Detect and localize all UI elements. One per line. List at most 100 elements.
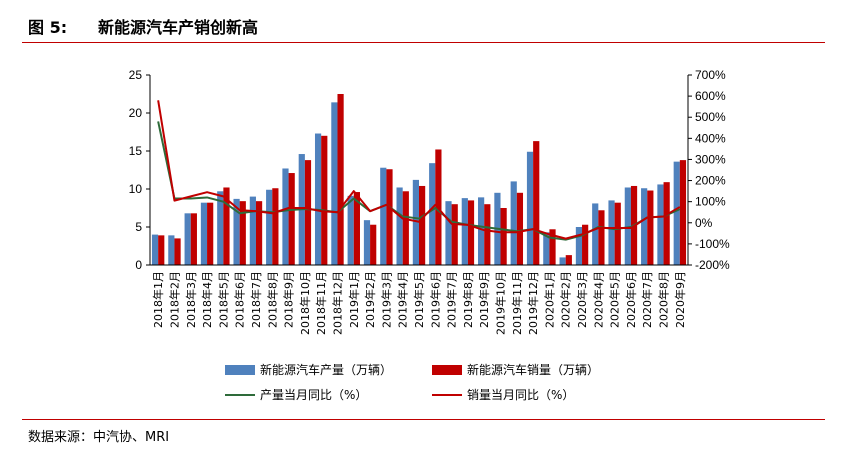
bar-sales bbox=[386, 169, 393, 265]
left-tick-label: 10 bbox=[129, 182, 143, 196]
bar-production bbox=[673, 161, 680, 265]
category-label: 2020年1月 bbox=[542, 271, 556, 328]
right-tick-label: 300% bbox=[695, 152, 726, 166]
bar-sales bbox=[451, 204, 458, 265]
legend-sales-swatch bbox=[432, 365, 462, 375]
bar-production bbox=[396, 187, 403, 265]
bar-production bbox=[151, 234, 159, 265]
bar-sales bbox=[223, 187, 230, 265]
bar-production bbox=[249, 196, 256, 265]
category-label: 2019年9月 bbox=[477, 271, 491, 328]
bar-production bbox=[526, 151, 534, 265]
category-label: 2020年2月 bbox=[559, 271, 573, 328]
category-label: 2019年1月 bbox=[347, 271, 361, 328]
bar-sales bbox=[647, 190, 654, 265]
bar-sales bbox=[158, 235, 165, 265]
left-tick-label: 25 bbox=[129, 68, 143, 82]
bar-sales bbox=[304, 160, 312, 265]
category-label: 2020年3月 bbox=[575, 271, 589, 328]
category-label: 2020年6月 bbox=[624, 271, 638, 328]
bar-sales bbox=[598, 210, 605, 265]
bar-production bbox=[608, 200, 615, 265]
right-tick-label: 200% bbox=[695, 174, 726, 188]
bar-sales bbox=[582, 224, 589, 265]
bar-production bbox=[543, 232, 550, 265]
bar-production bbox=[266, 189, 273, 265]
category-label: 2018年1月 bbox=[151, 271, 165, 328]
bar-production bbox=[363, 220, 371, 265]
bar-sales bbox=[337, 94, 344, 265]
bar-production bbox=[575, 227, 583, 265]
bar-production bbox=[331, 102, 338, 265]
bar-production bbox=[347, 195, 354, 265]
right-tick-label: 700% bbox=[695, 68, 726, 82]
bar-sales bbox=[679, 160, 687, 265]
category-label: 2019年6月 bbox=[428, 271, 442, 328]
category-label: 2019年3月 bbox=[379, 271, 393, 328]
category-label: 2019年8月 bbox=[461, 271, 475, 328]
category-label: 2020年5月 bbox=[608, 271, 622, 328]
right-tick-label: -200% bbox=[695, 258, 730, 272]
bar-production bbox=[380, 167, 387, 265]
bar-production bbox=[510, 181, 517, 265]
category-label: 2018年10月 bbox=[298, 271, 312, 335]
line-sales-yoy bbox=[157, 100, 681, 240]
bar-sales bbox=[353, 192, 360, 265]
right-tick-label: 500% bbox=[695, 110, 726, 124]
right-tick-label: 400% bbox=[695, 131, 726, 145]
bar-sales bbox=[255, 201, 263, 265]
bar-production bbox=[429, 163, 436, 265]
category-label: 2020年4月 bbox=[591, 271, 605, 328]
legend-production-label: 新能源汽车产量（万辆） bbox=[260, 362, 392, 377]
category-label: 2018年6月 bbox=[233, 271, 247, 328]
category-label: 2018年5月 bbox=[216, 271, 230, 328]
bar-production bbox=[168, 235, 175, 265]
right-tick-label: 100% bbox=[695, 195, 726, 209]
top-rule bbox=[22, 42, 825, 43]
bar-sales bbox=[239, 201, 246, 265]
right-tick-label: 600% bbox=[695, 89, 726, 103]
bar-sales bbox=[549, 229, 556, 265]
figure-title: 新能源汽车产销创新高 bbox=[98, 18, 259, 37]
bar-sales bbox=[500, 208, 507, 265]
bar-production bbox=[657, 184, 664, 265]
category-label: 2019年5月 bbox=[412, 271, 426, 328]
legend-production-yoy-label: 产量当月同比（%） bbox=[260, 388, 367, 402]
bar-production bbox=[641, 188, 648, 265]
category-label: 2018年7月 bbox=[249, 271, 263, 328]
bar-sales bbox=[419, 185, 426, 265]
chart: 0 5 10 15 20 25 -200% -100% 0% 100% 200% 300% 400% 50… bbox=[129, 68, 730, 402]
category-label: 2019年4月 bbox=[396, 271, 410, 328]
bar-sales bbox=[565, 255, 572, 265]
bar-sales bbox=[207, 202, 214, 265]
bar-production bbox=[184, 213, 191, 265]
bar-sales bbox=[533, 141, 540, 265]
bar-sales bbox=[288, 173, 295, 265]
bar-production bbox=[314, 133, 322, 265]
bar-production bbox=[233, 198, 240, 265]
category-label: 2020年9月 bbox=[673, 271, 687, 328]
right-tick-label: 0% bbox=[695, 216, 713, 230]
category-label: 2018年12月 bbox=[330, 271, 344, 335]
bar-sales bbox=[484, 204, 491, 265]
left-tick-label: 0 bbox=[135, 258, 142, 272]
legend-sales-label: 新能源汽车销量（万辆） bbox=[467, 362, 599, 377]
category-label: 2018年4月 bbox=[200, 271, 214, 328]
bar-production bbox=[461, 198, 468, 265]
category-label: 2018年2月 bbox=[167, 271, 181, 328]
category-label: 2018年3月 bbox=[184, 271, 198, 328]
bar-sales bbox=[190, 213, 197, 265]
left-tick-label: 20 bbox=[129, 106, 143, 120]
bar-sales bbox=[614, 202, 621, 265]
bar-sales bbox=[467, 200, 475, 265]
figure-label: 图 5: bbox=[28, 18, 68, 37]
category-label: 2019年12月 bbox=[526, 271, 540, 335]
bar-production bbox=[200, 202, 208, 265]
bar-production bbox=[445, 201, 452, 265]
left-tick-label: 5 bbox=[135, 220, 142, 234]
bar-sales bbox=[174, 238, 181, 265]
category-label: 2019年10月 bbox=[494, 271, 508, 335]
left-tick-label: 15 bbox=[129, 144, 143, 158]
category-label: 2020年8月 bbox=[657, 271, 671, 328]
figure-header: 图 5: 新能源汽车产销创新高 bbox=[0, 0, 847, 44]
